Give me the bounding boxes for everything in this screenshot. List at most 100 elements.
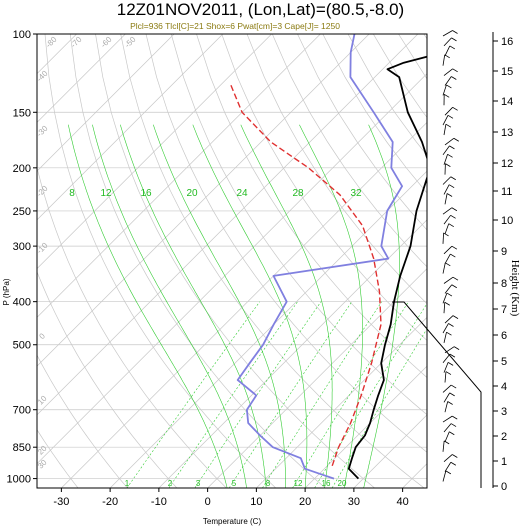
height-tick-label: 11: [501, 186, 512, 198]
isotherm-line: [256, 316, 427, 488]
wind-barb: [444, 45, 451, 56]
isotherm-line: [109, 170, 427, 488]
wind-barb-flag: [452, 315, 459, 319]
height-tick-label: 1: [501, 456, 507, 468]
wind-barb-flag: [449, 392, 455, 397]
wind-barb-flag: [452, 106, 458, 111]
wind-barb-flag: [447, 401, 453, 405]
wind-barb: [443, 154, 448, 165]
height-tick-label: 12: [501, 158, 513, 170]
theta-e-label: 16: [140, 188, 152, 199]
isotherm-line: [37, 34, 126, 123]
wind-profile-boundary: [392, 301, 482, 488]
dry-adiabat-line: [120, 34, 425, 488]
isotherm-label: -50: [123, 35, 138, 50]
wind-barb: [442, 115, 449, 126]
wind-barb: [442, 292, 448, 304]
wind-barb-flag: [452, 454, 458, 458]
wind-barb-flag: [448, 184, 455, 189]
profile-line: [347, 55, 427, 480]
dry-adiabat-line: [221, 34, 427, 341]
isotherm-line: [61, 121, 427, 488]
x-tick-label: -20: [102, 496, 118, 508]
dry-adiabat-line: [246, 34, 427, 305]
wind-barb: [442, 84, 447, 96]
y-axis-label: P (hPa): [2, 278, 11, 305]
wind-barb: [444, 462, 452, 472]
wind-barb-flag: [446, 84, 452, 89]
isotherm-label: 30: [36, 458, 49, 471]
wind-barb: [442, 145, 450, 156]
p-tick-label: 400: [13, 297, 31, 309]
isotherm-line: [37, 34, 370, 367]
moist-adiabat-line: [192, 124, 308, 488]
wind-barb-flag: [451, 37, 457, 42]
x-tick-label: 40: [397, 496, 409, 508]
wind-barb: [442, 384, 452, 393]
moist-adiabat-line: [92, 124, 247, 488]
dry-adiabat-line: [37, 166, 227, 488]
isotherm-line: [37, 34, 224, 221]
wind-barb-flag: [449, 45, 456, 50]
theta-e-label: 24: [236, 188, 248, 199]
wind-barb: [442, 323, 449, 334]
wind-barb: [442, 232, 444, 244]
dry-adiabat-line: [37, 429, 79, 488]
wind-barb-flag: [445, 371, 452, 375]
p-tick-label: 300: [13, 241, 31, 253]
height-tick-label: 10: [501, 215, 513, 227]
wind-barb: [442, 440, 445, 452]
wind-barb-flag: [452, 415, 458, 420]
isotherm-line: [37, 34, 77, 75]
mixing-ratio-label: 8: [266, 479, 271, 488]
isotherm-label: -70: [69, 35, 84, 50]
mixing-ratio-line: [228, 301, 353, 488]
dry-adiabat-line: [271, 34, 427, 268]
wind-barb-flag: [449, 431, 455, 436]
wind-barb-flag: [447, 153, 453, 158]
wind-barb: [442, 176, 452, 185]
theta-e-label: 12: [100, 188, 112, 199]
wind-barb: [444, 284, 453, 294]
mixing-ratio-label: 5: [232, 479, 237, 488]
wind-barb-flag: [450, 384, 457, 389]
x-tick-label: 20: [299, 496, 311, 508]
height-tick-label: 9: [501, 246, 507, 258]
wind-barb: [443, 276, 454, 284]
wind-barb-flag: [443, 93, 450, 98]
mixing-ratio-label: 20: [338, 479, 347, 488]
height-tick-label: 5: [501, 356, 507, 368]
wind-barb-flag: [446, 292, 453, 297]
wind-barb: [444, 137, 455, 146]
mixing-ratio-line: [262, 301, 382, 488]
isotherm-label: 0: [37, 331, 47, 341]
theta-e-label: 8: [69, 188, 75, 199]
wind-barb: [444, 371, 447, 383]
isotherm-line: [207, 268, 427, 488]
theta-e-label: 20: [186, 188, 198, 199]
wind-barb: [443, 302, 446, 314]
wind-barb: [442, 30, 453, 37]
mixing-ratio-line: [292, 301, 409, 488]
wind-barb: [443, 392, 451, 403]
moist-adiabat-line: [68, 124, 228, 488]
wind-barb: [443, 184, 450, 195]
p-tick-label: 700: [13, 405, 31, 417]
isotherm-line: [37, 73, 427, 465]
dry-adiabat-line: [372, 34, 427, 118]
isotherm-line: [37, 34, 175, 172]
dry-adiabat-line: [44, 34, 277, 488]
chart-title: 12Z01NOV2011, (Lon,Lat)=(80.5,-8.0): [116, 0, 405, 19]
wind-barb-flag: [445, 163, 451, 167]
wind-barb-flag: [451, 207, 458, 212]
isotherm-line: [37, 34, 272, 270]
height-tick-label: 3: [501, 406, 507, 418]
isotherm-line: [304, 365, 427, 488]
wind-barb: [442, 54, 446, 66]
wind-barb: [443, 215, 451, 225]
wind-barb: [443, 245, 453, 255]
height-tick-label: 8: [501, 278, 507, 290]
wind-barb-flag: [446, 331, 452, 336]
profile-line: [236, 34, 404, 480]
